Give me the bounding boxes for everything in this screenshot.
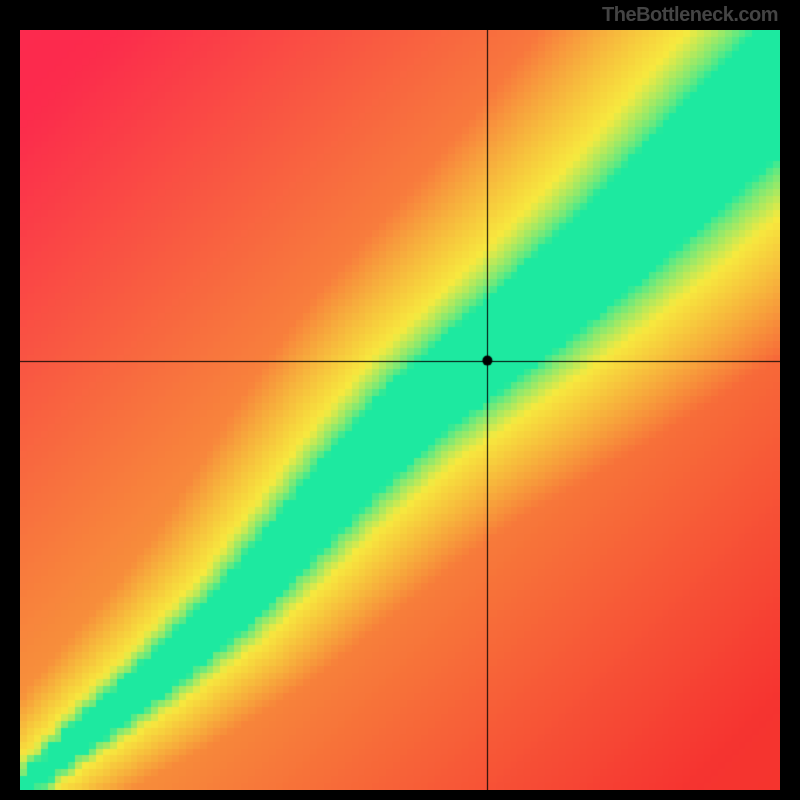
plot-frame bbox=[20, 30, 780, 790]
watermark-text: TheBottleneck.com bbox=[602, 4, 778, 27]
heatmap-canvas bbox=[20, 30, 780, 790]
chart-container: TheBottleneck.com bbox=[0, 0, 800, 800]
